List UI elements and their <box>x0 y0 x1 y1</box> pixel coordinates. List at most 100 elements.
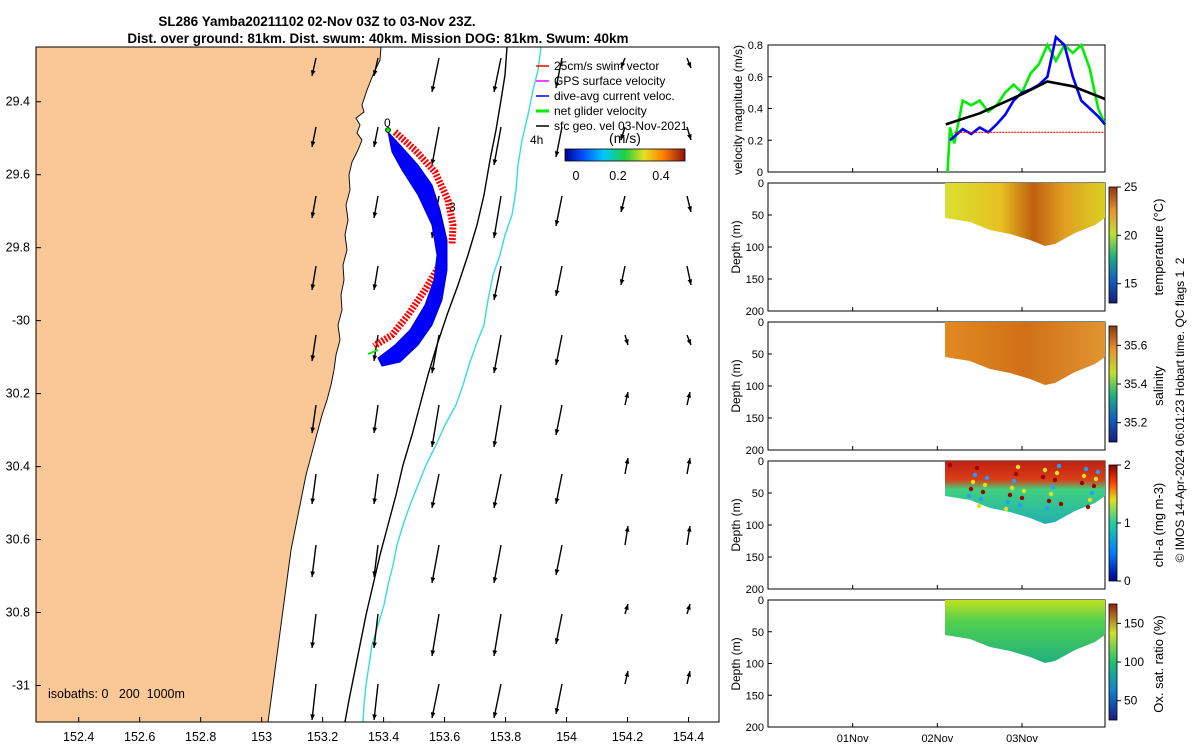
chla-sample-dot <box>947 462 953 468</box>
depth-tick-label: 100 <box>746 381 764 393</box>
map-x-tick-label: 154.4 <box>673 730 704 744</box>
map-x-tick-label: 153.8 <box>490 730 521 744</box>
chla-sample-dot <box>1042 467 1048 473</box>
map-y-tick-label: 30.4 <box>6 460 30 474</box>
velocity-arrow-head <box>492 577 498 583</box>
velocity-arrow <box>493 473 502 509</box>
velocity-arrow-head <box>686 526 692 532</box>
velocity-arrow-head <box>686 671 692 677</box>
chla-sample-dot <box>976 503 982 509</box>
map-colorbar-tick-0: 0 <box>573 169 580 183</box>
colorbar-tick-label: 35.4 <box>1124 377 1148 391</box>
velocity-axes <box>767 44 1106 173</box>
isobaths-label: isobaths: 0 200 1000m <box>48 687 185 701</box>
oxygen-panel: Depth (m) Ox. sat. ratio (%) <box>729 599 1166 728</box>
temperature-cbar-label: temperature (°C) <box>1151 199 1166 296</box>
salinity-cbar-label: salinity <box>1151 366 1166 406</box>
velocity-arrow-head <box>620 134 625 140</box>
velocity-arrow-head <box>430 86 436 92</box>
velocity-arrow-head <box>492 294 498 300</box>
velocity-arrow-head <box>372 642 377 648</box>
velocity-arrow-head <box>620 62 626 68</box>
legend-label-gps-velocity: GPS surface velocity <box>554 74 665 88</box>
velocity-arrow <box>431 126 440 166</box>
chla-sample-dot <box>1052 477 1058 483</box>
map-y-tick-label: 29.6 <box>6 168 30 182</box>
legend-label-swim-vector: 25cm/s swim vector <box>554 59 659 73</box>
swim-vector-band <box>392 129 457 246</box>
chla-sample-dot <box>966 493 972 499</box>
depth-tick-label: 0 <box>758 595 764 607</box>
depth-tick-label: 100 <box>746 242 764 254</box>
oxygen-field <box>945 600 1105 663</box>
oxygen-ylabel: Depth (m) <box>729 637 743 690</box>
velocity-y-axis: 0 0.2 0.4 0.6 0.8 <box>748 40 1023 179</box>
map-x-tick-label: 153 <box>251 730 272 744</box>
depth-tick-label: 200 <box>746 445 764 457</box>
velocity-arrow-head <box>310 70 316 76</box>
velocity-arrow-head <box>554 220 560 226</box>
salinity-ylabel: Depth (m) <box>729 359 743 412</box>
map-colorbar: (m/s) 0 0.2 0.4 <box>564 130 686 183</box>
velocity-arrow-head <box>310 141 316 147</box>
colorbar-tick-label: 2 <box>1124 458 1131 472</box>
salinity-panel: Depth (m) salinity <box>729 321 1166 451</box>
velocity-arrow <box>431 334 440 374</box>
chla-sample-dot <box>1058 501 1064 507</box>
chla-sample-dot <box>1081 473 1087 479</box>
chla-sample-dot <box>1046 498 1052 504</box>
velocity-arrow-head <box>687 206 692 212</box>
velocity-arrow-head <box>554 569 560 575</box>
depth-tick-label: 50 <box>752 627 764 639</box>
velocity-arrow <box>493 334 502 374</box>
velocity-arrow-head <box>492 441 498 447</box>
velocity-arrow-head <box>620 206 625 212</box>
credit-text: © IMOS 14-Apr-2024 06:01:23 Hobart time.… <box>1173 257 1187 562</box>
velocity-arrow-head <box>624 458 630 464</box>
oxygen-cbar-label: Ox. sat. ratio (%) <box>1151 615 1166 713</box>
velocity-arrow-head <box>687 134 692 140</box>
map-x-tick-label: 152.8 <box>185 730 216 744</box>
chla-sample-dot <box>1009 485 1015 491</box>
temperature-field <box>945 183 1105 246</box>
velocity-arrow-head <box>372 141 378 147</box>
velocity-arrow <box>431 404 440 448</box>
figure-title-line2: Dist. over ground: 81km. Dist. swum: 40k… <box>127 31 628 46</box>
chla-sample-dot <box>1095 469 1101 475</box>
legend-label-dive-avg: dive-avg current veloc. <box>554 89 675 103</box>
velocity-arrow-head <box>554 708 560 714</box>
chla-sample-dot <box>1079 480 1085 486</box>
velocity-series <box>945 34 1107 173</box>
colorbar-tick-label: 1 <box>1124 516 1131 530</box>
velocity-arrow-head <box>619 279 625 285</box>
velocity-arrow <box>431 683 440 719</box>
chla-sample-dot <box>980 489 986 495</box>
time-x-axis: 01Nov 02Nov 03Nov <box>837 733 1039 745</box>
chla-sample-dot <box>968 486 974 492</box>
velocity-arrow <box>493 126 502 166</box>
velocity-arrow-head <box>430 650 436 656</box>
depth-tick-label: 150 <box>746 552 764 564</box>
velocity-arrow-head <box>554 359 560 365</box>
depth-tick-label: 150 <box>746 413 764 425</box>
velocity-arrow <box>431 57 440 93</box>
chla-sample-dot <box>1005 499 1011 505</box>
chla-sample-dot <box>1040 474 1046 480</box>
velocity-arrow <box>311 683 317 721</box>
velocity-arrow <box>493 613 502 657</box>
velocity-arrow-head <box>492 367 498 373</box>
velocity-arrow-head <box>492 159 498 165</box>
velocity-arrow <box>431 473 440 509</box>
legend-label-geo-vel: sfc geo. vel 03-Nov-2021 <box>554 119 688 133</box>
time-x-tick-label: 03Nov <box>1006 733 1038 745</box>
velocity-arrow-head <box>372 571 378 577</box>
velocity-arrow <box>373 683 379 721</box>
chla-sample-dot <box>1017 502 1023 508</box>
chla-sample-dot <box>1013 471 1019 477</box>
section-axes-ticks: 05010015020015202505010015020035.235.435… <box>746 178 1148 734</box>
velocity-arrow-head <box>624 392 630 398</box>
velocity-arrow-head <box>372 498 378 504</box>
chla-cbar-label: chl-a (mg m-3) <box>1151 483 1166 568</box>
map-x-tick-label: 153.2 <box>307 730 338 744</box>
depth-tick-label: 150 <box>746 274 764 286</box>
